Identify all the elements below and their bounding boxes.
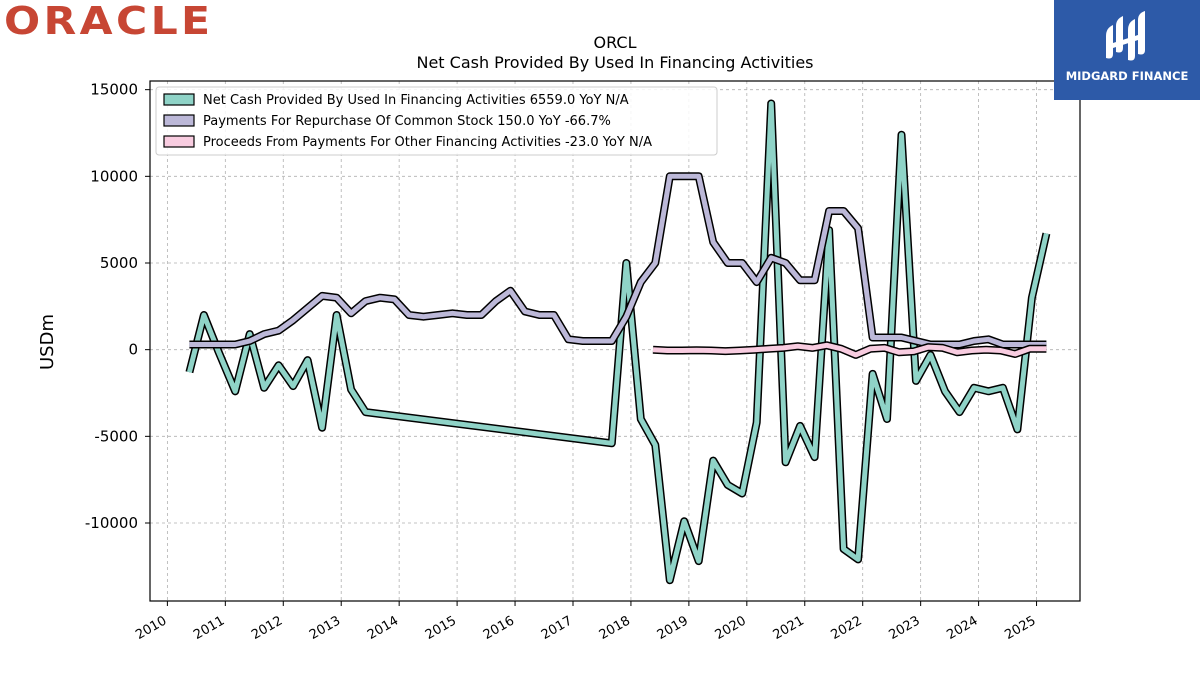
y-tick-label: 0 (128, 341, 138, 359)
midgard-finance-badge: MIDGARD FINANCE (1054, 0, 1200, 100)
publisher-name: MIDGARD FINANCE (1065, 69, 1189, 83)
series-line-repurchase (189, 173, 1047, 347)
legend-frame (155, 86, 718, 156)
axis-ticks: -10000 -5000 0 5000 10000 15000 2010 2011 2012 20… (85, 81, 1039, 643)
x-tick-label: 2019 (655, 613, 691, 643)
midgard-logo-icon (1106, 11, 1145, 61)
x-tick-label: 2011 (191, 613, 227, 643)
x-tick-label: 2025 (1002, 613, 1038, 643)
series-line-other-financing (652, 342, 1047, 358)
legend-swatch-other-financing (163, 135, 195, 148)
legend-label-repurchase: Payments For Repurchase Of Common Stock … (203, 114, 611, 129)
x-tick-label: 2023 (886, 613, 922, 643)
legend-label-net-cash: Net Cash Provided By Used In Financing A… (203, 93, 629, 108)
chart-subtitle: Net Cash Provided By Used In Financing A… (416, 53, 813, 72)
chart-title: ORCL (594, 33, 637, 52)
y-tick-label: 5000 (100, 254, 138, 272)
y-axis-label: USDm (37, 314, 58, 370)
plot-frame (149, 80, 1081, 602)
y-tick-label: 15000 (90, 81, 138, 99)
legend-label-other-financing: Proceeds From Payments For Other Financi… (203, 135, 652, 150)
x-tick-label: 2010 (133, 613, 169, 643)
x-tick-label: 2014 (365, 613, 401, 643)
legend: Net Cash Provided By Used In Financing A… (155, 86, 718, 156)
x-tick-label: 2016 (481, 613, 517, 643)
oracle-logo: ORACLE (4, 0, 214, 43)
y-tick-label: -5000 (94, 427, 138, 445)
x-tick-label: 2015 (423, 613, 459, 643)
legend-swatch-net-cash (163, 93, 195, 106)
x-tick-label: 2024 (944, 613, 980, 643)
x-tick-label: 2022 (829, 613, 865, 643)
x-tick-label: 2012 (249, 613, 285, 643)
series-line-net-cash (186, 101, 1049, 583)
y-tick-label: -10000 (85, 514, 138, 532)
y-tick-label: 10000 (90, 167, 138, 185)
x-tick-label: 2021 (771, 613, 807, 643)
series-lines (185, 99, 1051, 585)
x-tick-label: 2017 (539, 613, 575, 643)
legend-swatch-repurchase (163, 114, 195, 127)
x-tick-label: 2018 (597, 613, 633, 643)
x-tick-label: 2013 (307, 613, 343, 643)
x-tick-label: 2020 (713, 613, 749, 643)
